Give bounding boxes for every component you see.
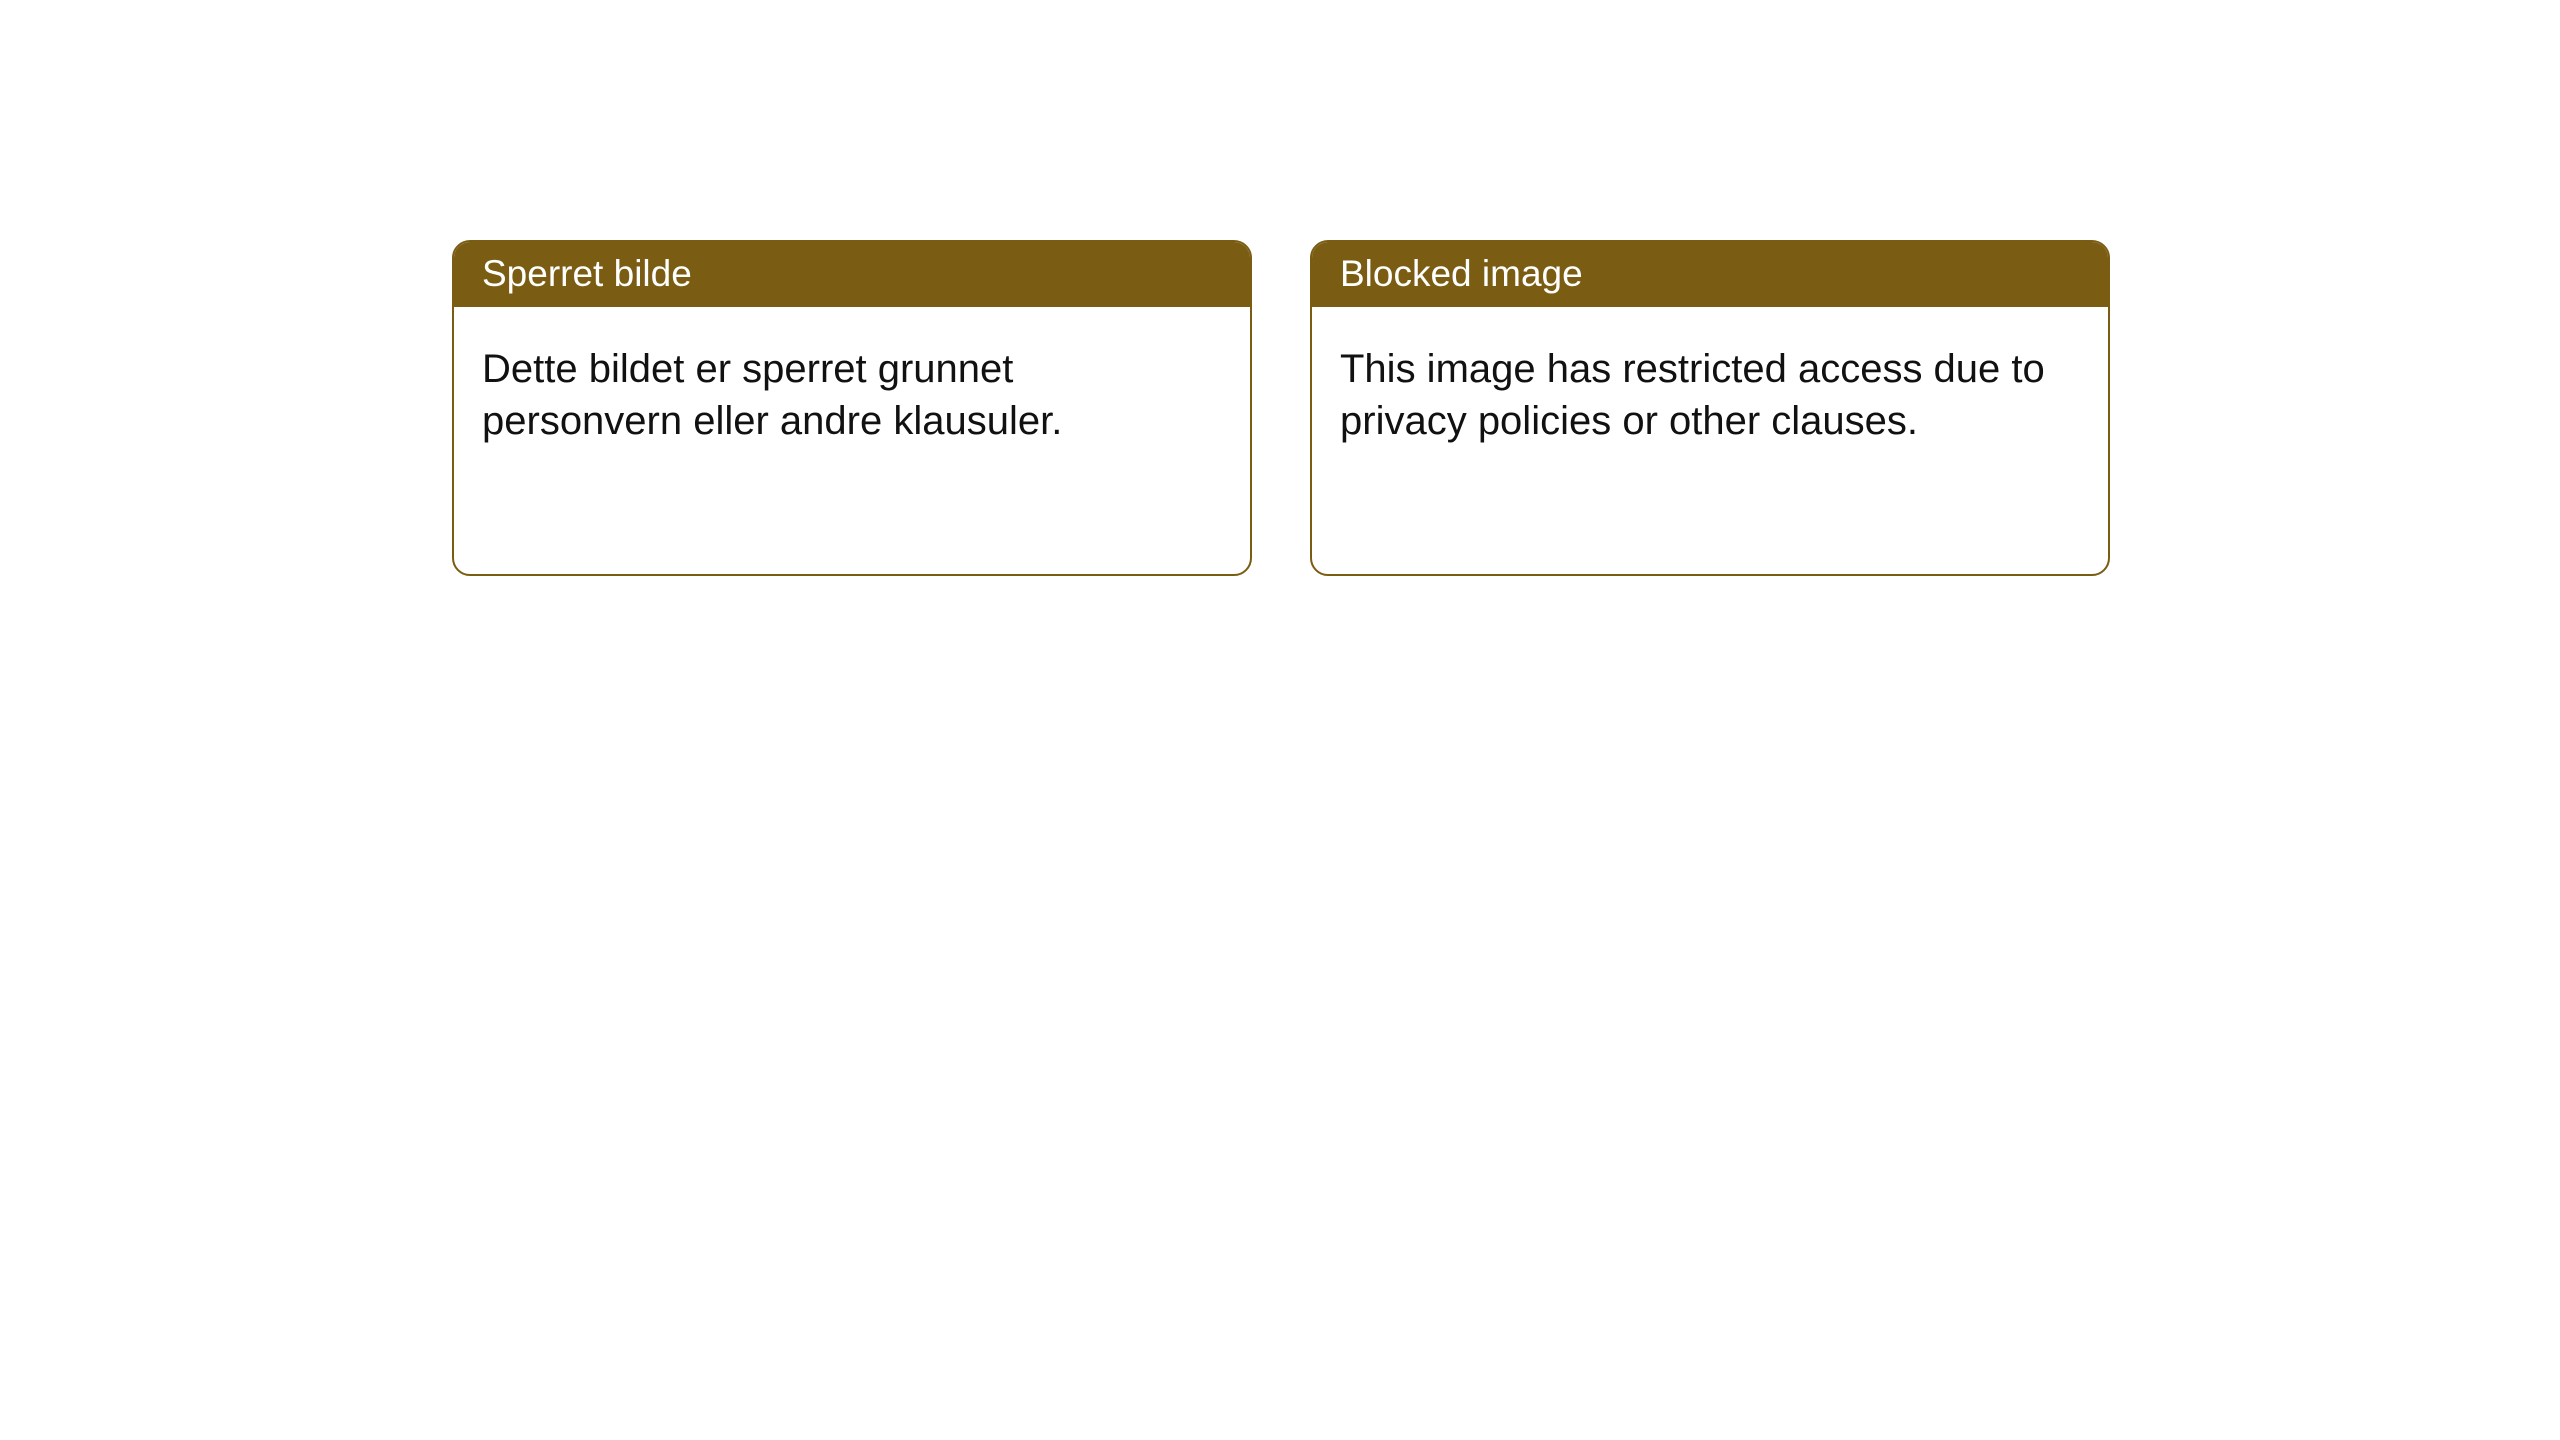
card-body-no: Dette bildet er sperret grunnet personve…: [454, 307, 1250, 485]
blocked-image-card-no: Sperret bilde Dette bildet er sperret gr…: [452, 240, 1252, 576]
blocked-image-card-en: Blocked image This image has restricted …: [1310, 240, 2110, 576]
card-header-no: Sperret bilde: [454, 242, 1250, 307]
notice-container: Sperret bilde Dette bildet er sperret gr…: [452, 240, 2110, 576]
card-body-en: This image has restricted access due to …: [1312, 307, 2108, 485]
card-header-en: Blocked image: [1312, 242, 2108, 307]
